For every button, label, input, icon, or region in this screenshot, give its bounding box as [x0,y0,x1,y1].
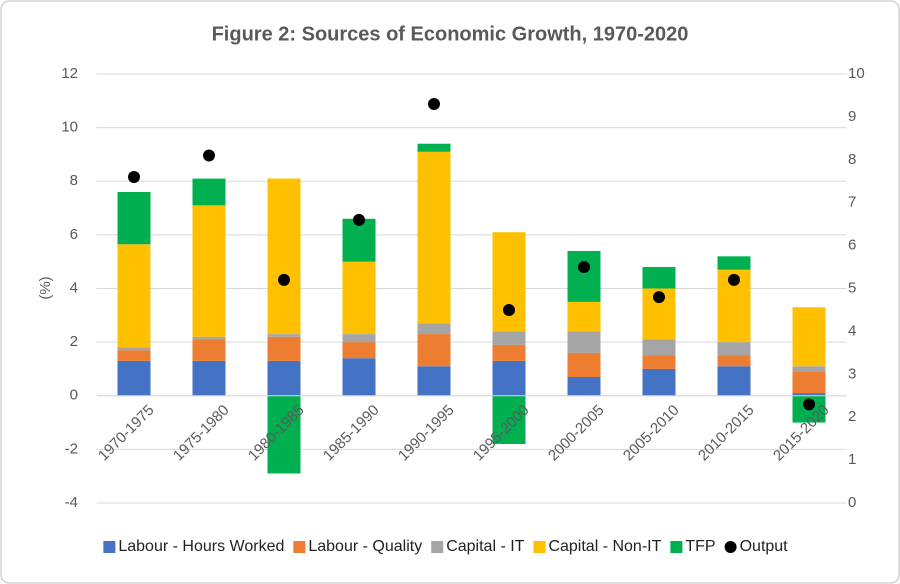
bar-segment [117,360,151,396]
bar-segment [792,307,826,367]
bar-segment [342,261,376,335]
y-tick-label: -4 [65,494,78,511]
y2-tick-label: 6 [848,237,856,254]
bar-segment [492,232,526,332]
bar-segment [267,395,301,474]
bar-segment [792,366,826,372]
legend-label: Labour - Quality [308,538,422,555]
bar-segment [267,334,301,337]
y2-tick-label: 0 [848,494,856,511]
bar-segment [417,143,451,152]
bar-segment [567,352,601,377]
legend-label: Labour - Hours Worked [118,538,284,555]
bar-segment [417,334,451,367]
legend-marker [103,541,116,553]
bar-segment [192,336,226,340]
y2-tick-label: 1 [848,451,856,468]
y2-tick-label: 10 [848,65,865,82]
legend-marker [724,541,737,553]
bar-segment [192,178,226,206]
output-dot [428,98,440,111]
output-dot [503,303,515,316]
y-tick-label: -2 [65,440,78,457]
bar-segment [417,323,451,335]
legend-label: TFP [685,538,715,555]
legend-marker [431,541,444,553]
bar-segment [342,358,376,396]
legend-marker [533,541,546,553]
output-dot [578,261,590,274]
bar-segment [567,331,601,353]
bar-segment [792,371,826,394]
y2-tick-label: 2 [848,408,856,425]
bar-segment [567,376,601,396]
output-dot [653,291,665,304]
y-tick-label: 2 [70,333,78,350]
bar-segment [492,395,526,445]
bar-segment [417,366,451,396]
bar-segment [642,339,676,356]
output-dot [203,149,215,162]
bar-segment [717,355,751,367]
bar-segment [267,178,301,335]
y2-tick-label: 9 [848,108,856,125]
bar-segment [192,360,226,396]
bar-segment [642,267,676,289]
y-tick-label: 12 [61,65,78,82]
bar-segment [192,339,226,361]
legend-marker [293,541,306,553]
bar-segment [117,244,151,348]
bar-segment [267,360,301,396]
output-dot [803,398,815,411]
bar-segment [492,331,526,345]
bar-segment [417,151,451,324]
legend-label: Capital - Non-IT [548,538,661,555]
bar-segment [717,366,751,396]
y2-tick-label: 7 [848,194,856,211]
bar-segment [342,342,376,359]
y2-tick-label: 8 [848,151,856,168]
output-dot [353,213,365,226]
y-tick-label: 8 [70,172,78,189]
output-dot [728,273,740,286]
bar-segment [117,191,151,245]
bar-segment [492,360,526,396]
bar-segment [642,368,676,396]
bar-segment [192,205,226,337]
bar-segment [267,336,301,361]
y2-tick-label: 4 [848,322,856,339]
legend-label: Output [740,538,789,555]
output-dot [278,273,290,286]
bar-segment [117,347,151,351]
y-tick-label: 4 [70,279,78,296]
legend-label: Capital - IT [446,538,524,555]
bar-segment [642,355,676,369]
bar-segment [342,218,376,262]
y2-tick-label: 5 [848,279,856,296]
y-tick-label: 6 [70,226,78,243]
bar-segment [717,342,751,356]
y2-tick-label: 3 [848,365,856,382]
y-tick-label: 10 [61,119,78,136]
bar-segment [117,350,151,361]
bar-segment [567,301,601,332]
bar-segment [792,393,826,396]
output-dot [128,170,140,183]
y-tick-label: 0 [70,387,78,404]
y-axis-label: (%) [37,276,54,299]
bar-segment [567,250,601,302]
legend-marker [670,541,683,553]
chart-title: Figure 2: Sources of Economic Growth, 19… [212,23,689,45]
bar-segment [492,344,526,361]
bar-segment [342,334,376,343]
bar-segment [717,256,751,270]
